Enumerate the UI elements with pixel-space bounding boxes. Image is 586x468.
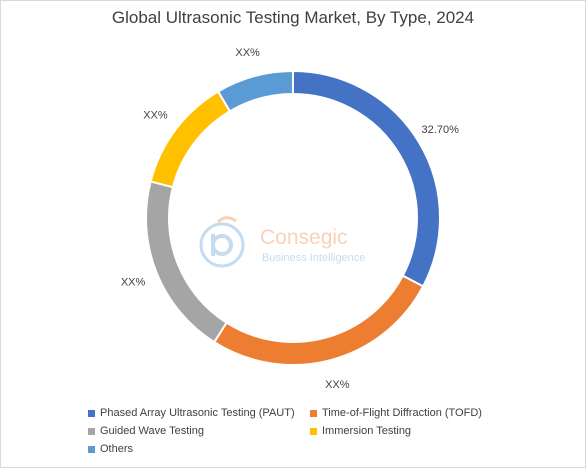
donut-chart: Consegic Business Intelligence 32.70% XX%… bbox=[121, 47, 460, 391]
legend-label-others: Others bbox=[100, 443, 134, 455]
legend-swatch-guided-wave bbox=[88, 427, 95, 435]
slice-others bbox=[216, 69, 294, 113]
legend-swatch-immersion bbox=[310, 427, 317, 435]
slice-immersion bbox=[149, 90, 232, 189]
data-label-paut: 32.70% bbox=[422, 124, 460, 136]
watermark-logo: Consegic Business Intelligence bbox=[199, 216, 365, 268]
legend-label-paut: Phased Array Ultrasonic Testing (PAUT) bbox=[100, 407, 295, 419]
legend-swatch-others bbox=[88, 445, 95, 453]
data-label-immersion: XX% bbox=[143, 110, 168, 122]
legend-label-guided-wave: Guided Wave Testing bbox=[100, 425, 204, 437]
watermark-logo-ring bbox=[199, 222, 245, 268]
watermark-brand: Consegic bbox=[260, 226, 348, 249]
legend-label-immersion: Immersion Testing bbox=[322, 425, 412, 437]
legend-item-tofd: Time-of-Flight Diffraction (TOFD) bbox=[310, 407, 482, 419]
slice-tofd bbox=[212, 274, 425, 366]
data-label-tofd: XX% bbox=[325, 379, 350, 391]
legend-swatch-tofd bbox=[310, 409, 317, 417]
legend-item-paut: Phased Array Ultrasonic Testing (PAUT) bbox=[88, 407, 310, 419]
chart-title: Global Ultrasonic Testing Market, By Typ… bbox=[111, 8, 475, 27]
legend-item-others: Others bbox=[88, 443, 310, 455]
legend-item-immersion: Immersion Testing bbox=[310, 425, 411, 437]
watermark-logo-arc bbox=[216, 216, 237, 224]
chart-legend: Phased Array Ultrasonic Testing (PAUT) T… bbox=[88, 404, 508, 458]
slice-guided-wave bbox=[145, 180, 228, 344]
data-label-guided-wave: XX% bbox=[121, 276, 146, 288]
watermark-logo-glyph bbox=[211, 234, 234, 256]
data-label-others: XX% bbox=[235, 47, 260, 59]
legend-swatch-paut bbox=[88, 409, 95, 417]
legend-label-tofd: Time-of-Flight Diffraction (TOFD) bbox=[322, 407, 482, 419]
legend-item-guided-wave: Guided Wave Testing bbox=[88, 425, 310, 437]
watermark-tagline: Business Intelligence bbox=[262, 252, 365, 264]
